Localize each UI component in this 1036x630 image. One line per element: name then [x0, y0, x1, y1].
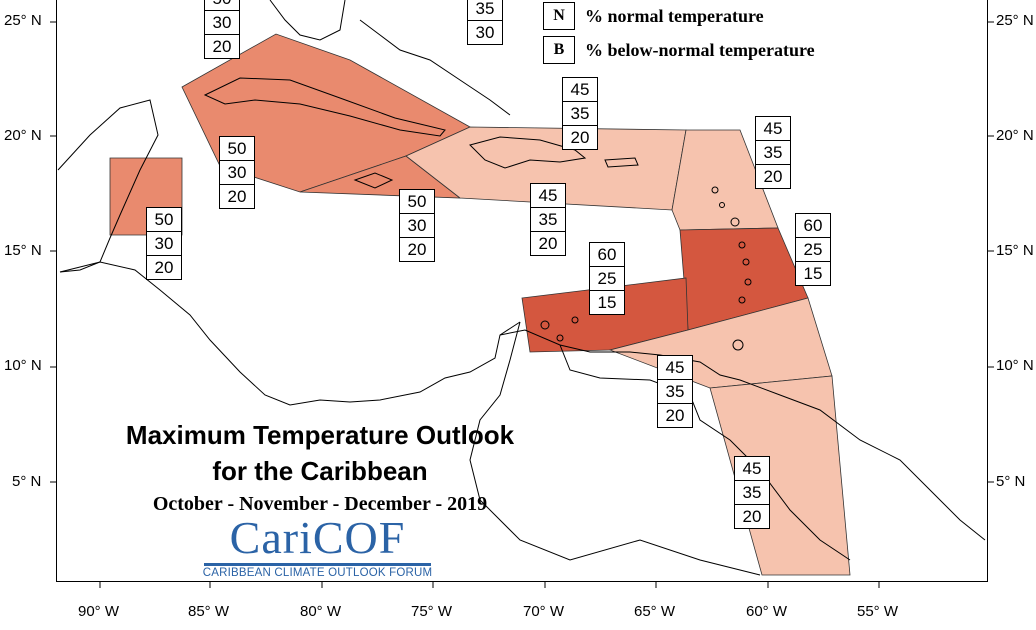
prob-value: 30: [205, 11, 239, 35]
lon-label-90: 90° W: [78, 603, 120, 620]
bahamas-coast: [359, 19, 511, 116]
legend-normal: N % normal temperature: [543, 2, 764, 30]
prob-value: 15: [597, 293, 617, 312]
coastlines: [57, 0, 986, 576]
prob-value: 50: [220, 137, 254, 161]
prob-value: 20: [407, 240, 427, 259]
prob-box-cuba: 50 30 20: [219, 136, 255, 209]
prob-value: 45: [735, 457, 769, 481]
logo-wordmark: CariCOF: [229, 512, 406, 563]
prob-value: 30: [400, 214, 434, 238]
prob-value: 20: [742, 507, 762, 526]
prob-box-bahamas: 35 30: [467, 0, 503, 45]
logo-subtitle: CARIBBEAN CLIMATE OUTLOOK FORUM: [202, 567, 433, 579]
prob-value: 35: [756, 141, 790, 165]
prob-value: 35: [563, 102, 597, 126]
prob-value: 60: [796, 214, 830, 238]
lat-label-25-right: 25° N: [996, 12, 1034, 29]
prob-value: 45: [658, 356, 692, 380]
prob-value: 20: [570, 128, 590, 147]
prob-value: 60: [590, 243, 624, 267]
lat-label-15-right: 15° N: [996, 242, 1034, 259]
prob-box-hispaniola: 45 35 20: [530, 183, 566, 256]
lat-label-20: 20° N: [4, 127, 42, 144]
prob-box-hispaniola-north: 45 35 20: [562, 77, 598, 150]
jamaica-coast: [353, 172, 394, 189]
puerto-rico-coast: [604, 157, 639, 168]
lon-label-70: 70° W: [523, 603, 565, 620]
region-guianas: [709, 375, 851, 576]
florida-coast: [269, 0, 346, 41]
prob-value: 30: [220, 161, 254, 185]
lat-label-5-right: 5° N: [996, 473, 1026, 490]
caricof-logo: CariCOF CARIBBEAN CLIMATE OUTLOOK FORUM: [200, 512, 435, 580]
forecast-period: October - November - December - 2019: [152, 493, 488, 515]
prob-value: 45: [563, 78, 597, 102]
legend-key-n: N: [543, 2, 575, 30]
south-america-coast: [499, 329, 986, 541]
hispaniola-coast: [469, 136, 587, 169]
lesser-antilles: [540, 186, 752, 351]
lat-label-20-right: 20° N: [996, 127, 1034, 144]
yucatan-coast: [57, 99, 159, 273]
cuba-coast: [203, 77, 446, 137]
prob-value: 20: [665, 406, 685, 425]
prob-value: 20: [212, 37, 232, 56]
prob-box-abc-islands: 60 25 15: [589, 242, 625, 315]
prob-value: 50: [400, 190, 434, 214]
prob-value: 35: [735, 481, 769, 505]
logo-divider: [204, 563, 431, 566]
prob-value: 25: [590, 267, 624, 291]
axis-ticks: [50, 21, 994, 588]
lat-label-10: 10° N: [4, 357, 42, 374]
lat-label-15: 15° N: [4, 242, 42, 259]
lat-label-5: 5° N: [12, 473, 42, 490]
prob-value: 45: [531, 184, 565, 208]
map-title: Maximum Temperature Outlook: [125, 420, 515, 450]
lon-label-75: 75° W: [411, 603, 453, 620]
region-hispaniola: [405, 126, 687, 211]
legend-key-b: B: [543, 36, 575, 64]
legend-below: B % below-normal temperature: [543, 36, 815, 64]
lat-label-10-right: 10° N: [996, 357, 1034, 374]
venezuela-interior: [559, 344, 851, 561]
prob-box-windwards: 60 25 15: [795, 213, 831, 286]
prob-value: 35: [658, 380, 692, 404]
legend-label-normal: % normal temperature: [585, 5, 764, 26]
lon-label-65: 65° W: [634, 603, 676, 620]
legend-label-below: % below-normal temperature: [585, 39, 815, 60]
prob-value: 25: [796, 238, 830, 262]
prob-box-leewards: 45 35 20: [755, 116, 791, 189]
prob-value: 45: [756, 117, 790, 141]
prob-value: 50: [205, 0, 239, 11]
prob-box-trinidad: 45 35 20: [657, 355, 693, 428]
lon-label-80: 80° W: [300, 603, 342, 620]
prob-value: 20: [538, 234, 558, 253]
prob-value: 50: [147, 208, 181, 232]
lon-label-85: 85° W: [188, 603, 230, 620]
central-america-coast: [59, 261, 521, 406]
prob-box-cuba-top: 50 30 20: [204, 0, 240, 59]
forecast-regions: [109, 33, 851, 576]
prob-value: 35: [531, 208, 565, 232]
prob-value: 35: [468, 0, 502, 21]
prob-box-jamaica: 50 30 20: [399, 189, 435, 262]
prob-value: 15: [803, 264, 823, 283]
prob-box-belize: 50 30 20: [146, 207, 182, 280]
prob-value: 20: [227, 187, 247, 206]
map-title-line2: for the Caribbean: [212, 456, 428, 486]
prob-value: 20: [154, 258, 174, 277]
prob-box-guianas: 45 35 20: [734, 456, 770, 529]
lat-label-25: 25° N: [4, 12, 42, 29]
lon-label-60: 60° W: [746, 603, 788, 620]
prob-value: 30: [147, 232, 181, 256]
lon-label-55: 55° W: [857, 603, 899, 620]
prob-value: 30: [475, 23, 495, 42]
colombia-coast: [469, 321, 761, 576]
prob-value: 20: [763, 167, 783, 186]
